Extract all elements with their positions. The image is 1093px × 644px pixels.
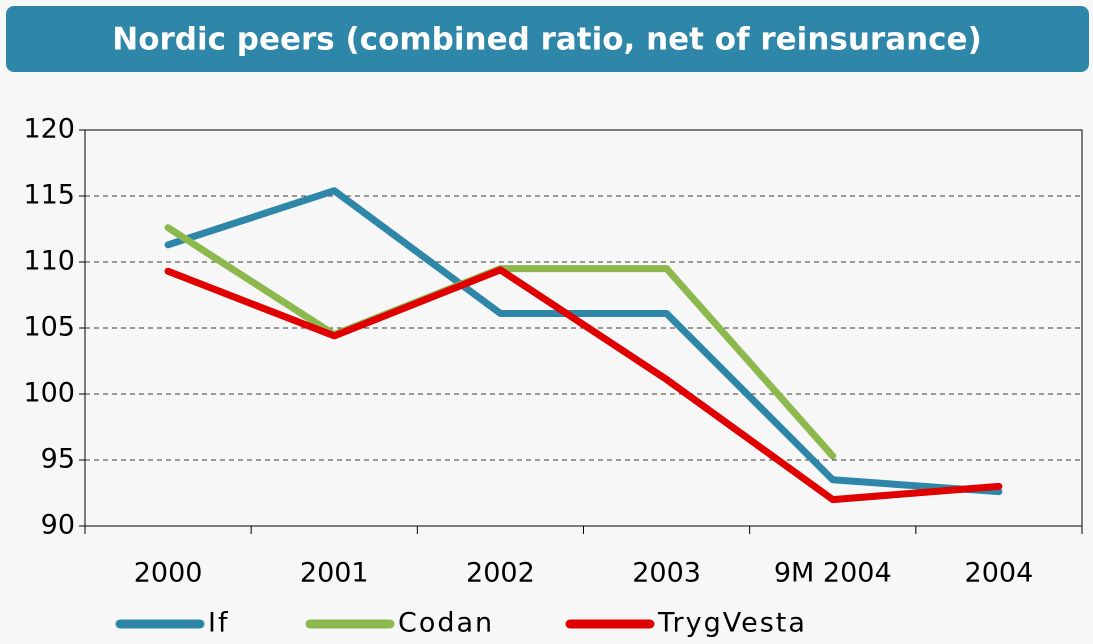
y-tick-label: 105 [23, 312, 75, 343]
y-tick-label: 120 [23, 114, 75, 145]
y-tick-label: 95 [41, 444, 75, 475]
series-line [164, 266, 1003, 504]
x-tick-label: 2002 [466, 558, 535, 589]
x-tick-label: 2001 [300, 558, 369, 589]
series-line [164, 187, 1003, 496]
x-tick-label: 2003 [632, 558, 701, 589]
y-tick-label: 100 [23, 378, 75, 409]
x-tick-label: 2000 [134, 558, 203, 589]
title-banner [6, 6, 1089, 72]
chart-title: Nordic peers (combined ratio, net of rei… [112, 22, 982, 58]
x-tick-label: 2004 [965, 558, 1034, 589]
y-tick-label: 90 [41, 510, 75, 541]
y-tick-label: 110 [23, 246, 75, 277]
y-tick-label: 115 [23, 180, 75, 211]
x-tick-label: 9M 2004 [774, 558, 892, 589]
legend-label: If [208, 608, 229, 639]
legend-label: TrygVesta [657, 608, 807, 639]
legend-label: Codan [398, 608, 494, 639]
